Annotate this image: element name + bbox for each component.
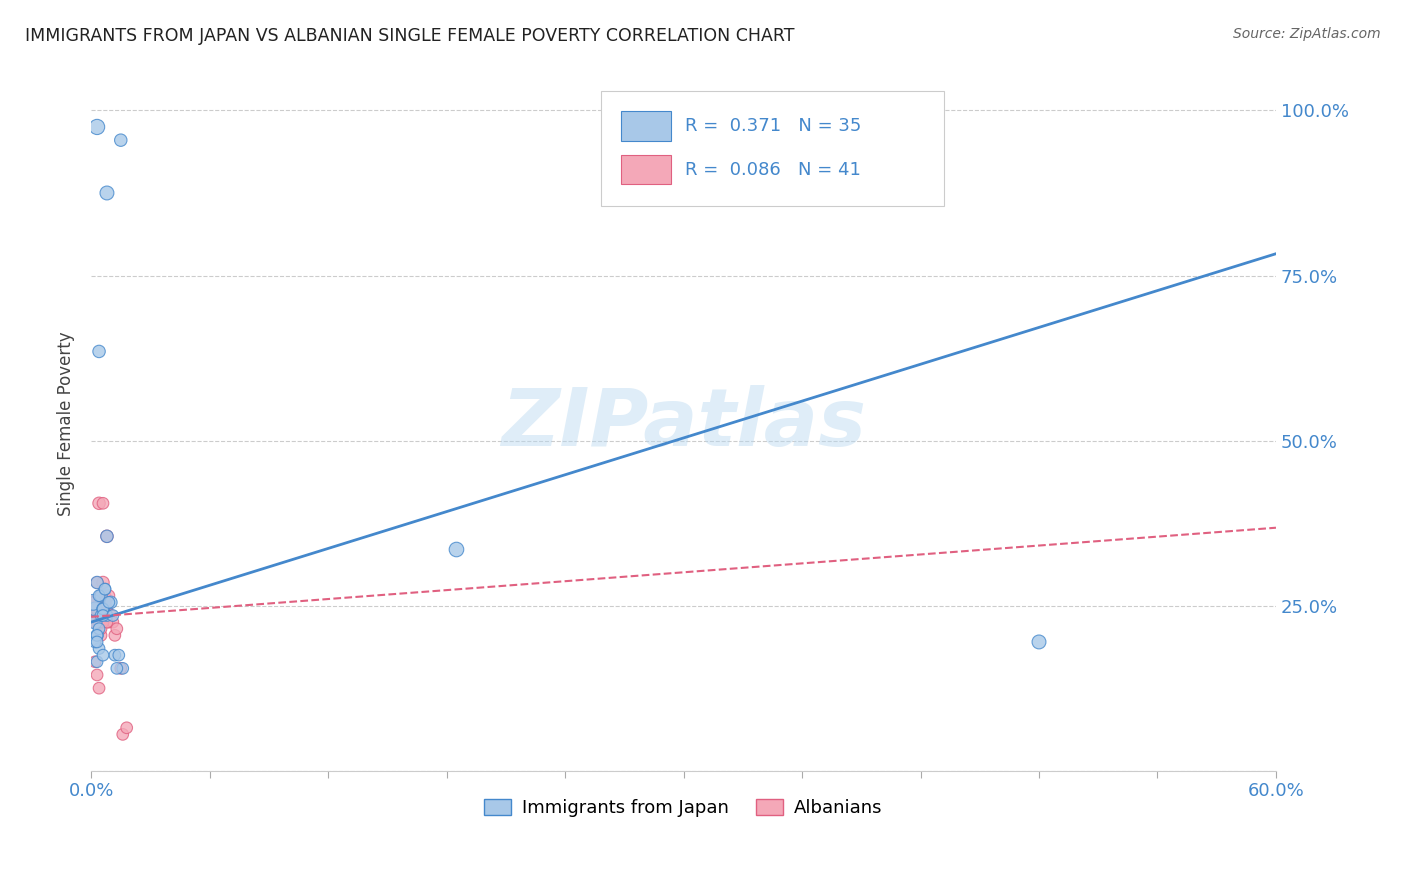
Point [101, 615, 124, 629]
Point [82, 595, 104, 609]
Point [111, 727, 134, 741]
Point [86, 575, 108, 590]
Point [90, 622, 112, 636]
Point [84, 602, 107, 616]
Point [97, 589, 120, 603]
Point [86, 668, 108, 682]
Point [94, 589, 117, 603]
Point [84, 595, 107, 609]
Text: R =  0.086   N = 41: R = 0.086 N = 41 [685, 161, 860, 178]
Point [84, 615, 107, 629]
Bar [621, 112, 671, 141]
Point [96, 615, 118, 629]
Y-axis label: Single Female Poverty: Single Female Poverty [58, 332, 75, 516]
Text: IMMIGRANTS FROM JAPAN VS ALBANIAN SINGLE FEMALE POVERTY CORRELATION CHART: IMMIGRANTS FROM JAPAN VS ALBANIAN SINGLE… [25, 27, 794, 45]
Point [86, 615, 108, 629]
Point [87, 602, 110, 616]
Point [97, 595, 120, 609]
Point [96, 529, 118, 543]
Point [91, 648, 114, 662]
Point [86, 635, 108, 649]
Point [87, 681, 110, 695]
Point [87, 641, 110, 656]
Point [84, 595, 107, 609]
Point [100, 608, 122, 623]
Point [110, 661, 132, 675]
Point [84, 635, 107, 649]
Point [86, 602, 108, 616]
Point [84, 655, 107, 669]
Legend: Immigrants from Japan, Albanians: Immigrants from Japan, Albanians [477, 791, 890, 824]
Point [91, 575, 114, 590]
Point [86, 575, 108, 590]
Point [96, 186, 118, 200]
Point [87, 622, 110, 636]
Point [90, 608, 112, 623]
Point [101, 608, 124, 623]
Point [90, 615, 112, 629]
Point [446, 542, 468, 557]
Point [91, 615, 114, 629]
Point [105, 661, 128, 675]
Point [84, 615, 107, 629]
Point [111, 661, 134, 675]
Point [91, 496, 114, 510]
Point [91, 602, 114, 616]
Bar [621, 155, 671, 185]
Point [87, 496, 110, 510]
Point [94, 582, 117, 596]
Point [87, 589, 110, 603]
Point [91, 602, 114, 616]
Point [107, 648, 129, 662]
Point [96, 529, 118, 543]
Point [86, 615, 108, 629]
Point [94, 595, 117, 609]
Point [105, 622, 128, 636]
Point [97, 615, 120, 629]
Point [87, 344, 110, 359]
FancyBboxPatch shape [600, 91, 945, 206]
Point [104, 648, 127, 662]
Point [86, 655, 108, 669]
Point [87, 615, 110, 629]
Point [96, 602, 118, 616]
Point [90, 628, 112, 642]
Text: Source: ZipAtlas.com: Source: ZipAtlas.com [1233, 27, 1381, 41]
Point [86, 628, 108, 642]
Point [90, 589, 112, 603]
Point [90, 589, 112, 603]
Text: ZIPatlas: ZIPatlas [501, 385, 866, 463]
Point [104, 628, 127, 642]
Point [86, 608, 108, 623]
Point [100, 595, 122, 609]
Point [87, 615, 110, 629]
Point [91, 608, 114, 623]
Point [90, 608, 112, 623]
Point [86, 628, 108, 642]
Text: R =  0.371   N = 35: R = 0.371 N = 35 [685, 117, 860, 135]
Point [96, 608, 118, 623]
Point [86, 120, 108, 134]
Point [82, 602, 104, 616]
Point [110, 133, 132, 147]
Point [91, 608, 114, 623]
Point [94, 582, 117, 596]
Point [1028, 635, 1050, 649]
Point [87, 595, 110, 609]
Point [115, 721, 138, 735]
Point [94, 595, 117, 609]
